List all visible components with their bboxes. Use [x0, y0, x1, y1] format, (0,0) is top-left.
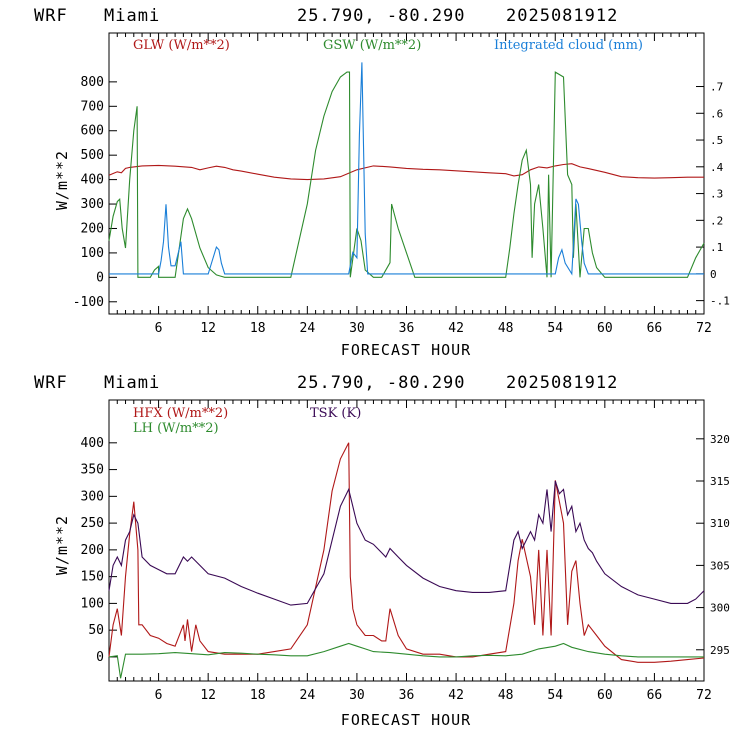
- x-axis-label: FORECAST HOUR: [341, 711, 471, 729]
- legend-glw: GLW (W/m**2): [133, 38, 230, 53]
- y-tick-label: 200: [81, 221, 104, 236]
- y-tick-label: 0: [96, 650, 104, 665]
- y-tick-labels: 0 50 100 150 200 250 300 350 400: [81, 436, 104, 665]
- series-line-2: [109, 62, 704, 276]
- x-tick-label: 30: [349, 688, 365, 703]
- x-tick-label: 6: [155, 321, 163, 336]
- y-tick-label: 250: [81, 516, 104, 531]
- header-coords: 25.790, -80.290: [297, 6, 466, 26]
- y-axis-label: W/m**2: [53, 515, 71, 575]
- y2-tick-label: 310: [710, 517, 730, 530]
- x-tick-labels: 6 12 18 24 30 36 42 48 54 60 66 72: [155, 688, 712, 703]
- y-tick-labels: -100 0 100 200 300 400 500 600 700 800: [73, 75, 104, 310]
- header-model: WRF: [34, 6, 68, 26]
- header-location: Miami: [104, 6, 160, 26]
- x-axis-label: FORECAST HOUR: [341, 341, 471, 359]
- legend-gsw: GSW (W/m**2): [323, 38, 421, 53]
- y-axis-label: W/m**2: [53, 150, 71, 210]
- x-tick-label: 60: [597, 688, 613, 703]
- legend-lh: LH (W/m**2): [133, 421, 219, 436]
- y2-tick-label: .4: [710, 161, 724, 174]
- x-tick-label: 36: [399, 688, 415, 703]
- series-line-0: [108, 442, 705, 663]
- panel-top: WRF Miami 25.790, -80.290 2025081912 -10…: [34, 6, 730, 359]
- y-tick-label: 500: [81, 148, 104, 163]
- x-tick-label: 48: [498, 321, 514, 336]
- x-tick-label: 12: [200, 321, 216, 336]
- y-tick-label: 700: [81, 99, 104, 114]
- y2-tick-labels: 295 300 305 310 315 320: [710, 433, 730, 657]
- x-tick-label: 18: [250, 321, 266, 336]
- y-tick-label: 400: [81, 436, 104, 451]
- x-tick-label: 6: [155, 688, 163, 703]
- y2-tick-label: .5: [710, 134, 723, 147]
- series-line-1: [108, 642, 704, 679]
- x-tick-label: 42: [448, 321, 464, 336]
- series-line-1: [108, 71, 705, 278]
- y-tick-label: 800: [81, 75, 104, 90]
- x-tick-label: 48: [498, 688, 514, 703]
- x-tick-label: 12: [200, 688, 216, 703]
- y2-tick-labels: -.1 0 .1 .2 .3 .4 .5 .6 .7: [710, 81, 730, 308]
- x-tick-label: 24: [300, 688, 316, 703]
- y2-tick-label: .1: [710, 241, 723, 254]
- header-run: 2025081912: [506, 373, 618, 393]
- legend-hfx: HFX (W/m**2): [133, 406, 228, 421]
- y2-tick-label: 295: [710, 644, 730, 657]
- x-tick-label: 60: [597, 321, 613, 336]
- series-line-2: [108, 480, 705, 606]
- y-tick-label: 100: [81, 596, 104, 611]
- header-model: WRF: [34, 373, 68, 393]
- x-tick-label: 54: [547, 321, 563, 336]
- y2-tick-label: .6: [710, 107, 723, 120]
- legend-cloud: Integrated cloud (mm): [494, 38, 643, 53]
- y-tick-label: -100: [73, 295, 104, 310]
- x-tick-label: 66: [647, 321, 663, 336]
- series-lines: [108, 442, 705, 679]
- y2-tick-label: 305: [710, 559, 730, 572]
- x-tick-label: 54: [547, 688, 563, 703]
- x-tick-label: 72: [696, 321, 712, 336]
- y2-tick-label: .7: [710, 81, 723, 94]
- y-tick-label: 50: [88, 623, 104, 638]
- y-tick-label: 300: [81, 197, 104, 212]
- y2-tick-label: 0: [710, 268, 717, 281]
- y-tick-label: 350: [81, 463, 104, 478]
- y-tick-label: 600: [81, 124, 104, 139]
- y2-tick-label: -.1: [710, 295, 730, 308]
- x-tick-label: 24: [300, 321, 316, 336]
- header-run: 2025081912: [506, 6, 618, 26]
- x-tick-label: 42: [448, 688, 464, 703]
- panel-bottom: WRF Miami 25.790, -80.290 2025081912 0 50…: [34, 373, 730, 729]
- plot-frame: [108, 32, 705, 315]
- tick-marks: [108, 400, 705, 681]
- legend-tsk: TSK (K): [310, 406, 361, 421]
- y-tick-label: 300: [81, 489, 104, 504]
- plot-frame: [108, 399, 705, 682]
- x-tick-label: 66: [647, 688, 663, 703]
- tick-marks: [108, 33, 705, 314]
- y2-tick-label: .2: [710, 214, 723, 227]
- x-tick-label: 36: [399, 321, 415, 336]
- x-tick-label: 72: [696, 688, 712, 703]
- y2-tick-label: 320: [710, 433, 730, 446]
- y2-tick-label: .3: [710, 188, 723, 201]
- series-lines: [108, 62, 705, 278]
- y2-tick-label: 315: [710, 475, 730, 488]
- header-coords: 25.790, -80.290: [297, 373, 466, 393]
- header-location: Miami: [104, 373, 160, 393]
- x-tick-labels: 6 12 18 24 30 36 42 48 54 60 66 72: [155, 321, 712, 336]
- y2-tick-label: 300: [710, 602, 730, 615]
- x-tick-label: 18: [250, 688, 266, 703]
- y-tick-label: 200: [81, 543, 104, 558]
- y-tick-label: 150: [81, 570, 104, 585]
- x-tick-label: 30: [349, 321, 365, 336]
- y-tick-label: 0: [96, 270, 104, 285]
- series-line-0: [108, 163, 704, 181]
- y-tick-label: 400: [81, 173, 104, 188]
- y-tick-label: 100: [81, 246, 104, 261]
